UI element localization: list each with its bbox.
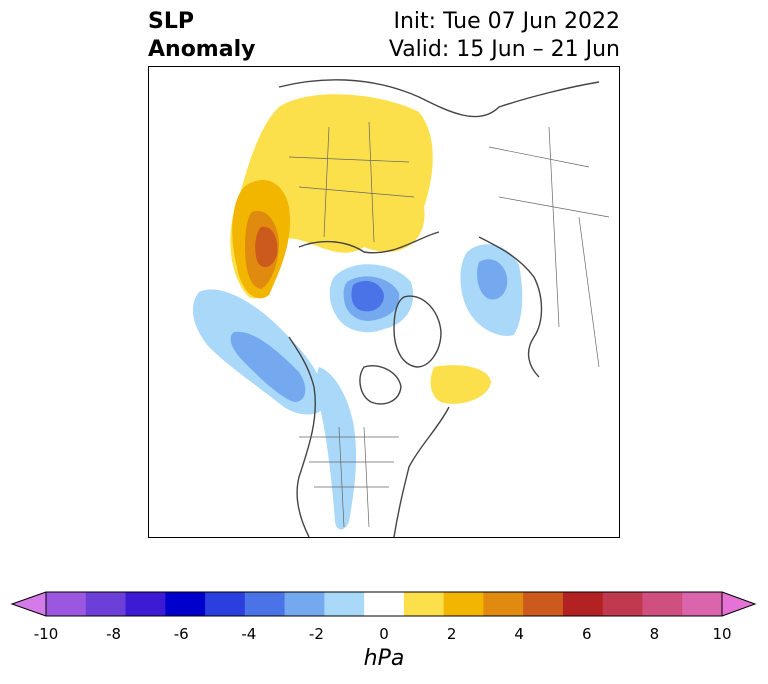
init-date-label: Init: Tue 07 Jun 2022 [393,9,621,34]
arctic-coast [298,231,440,254]
colorbar-tick-label: 0 [379,625,389,643]
hudson-bay [359,365,402,405]
colorbar-tick-label: -4 [241,625,257,643]
colorbar-segment [403,592,445,616]
colorbar-tick-label: 2 [446,625,457,643]
north-america-east-coast [393,406,450,537]
colorbar-tick-label: -6 [173,625,189,643]
map-svg [192,79,610,537]
north-america-west-coast [288,336,317,537]
colorbar-tick-label: -2 [308,625,324,643]
colorbar-tick-label: -10 [33,625,59,643]
coastlines-and-borders [278,79,600,537]
map-panel [148,66,620,538]
chart-title-left: SLP Anomaly [148,8,255,64]
valid-range-label: Valid: 15 Jun – 21 Jun [388,37,620,62]
colorbar-segment [562,592,604,616]
colorbar-segment [523,592,564,616]
anomaly-fields [192,94,523,530]
colorbar [10,591,757,617]
border-lines [288,121,610,528]
colorbar-segment [284,592,325,616]
colorbar-segment [46,592,87,616]
colorbar-tick-label: 10 [712,625,732,643]
colorbar-outline [45,591,723,617]
colorbar-segment [642,592,683,616]
colorbar-segment [443,592,484,616]
colorbar-segment [244,592,286,616]
chart-title-right: Init: Tue 07 Jun 2022 Valid: 15 Jun – 21… [389,8,620,64]
negative-anomaly-arctic-core [351,280,384,312]
colorbar-segment [125,592,166,616]
colorbar-unit-label: hPa [363,646,405,671]
europe-coast [478,236,543,378]
colorbar-segment [324,592,365,616]
colorbar-tick-label: -8 [106,625,122,643]
colorbar-segment [602,592,643,616]
colorbar-tick-label: 8 [649,625,660,643]
colorbar-extend-low [12,592,46,616]
negative-anomaly-pacific-core [230,331,306,402]
title-line-2: Anomaly [148,37,256,62]
greenland-outline [393,295,442,368]
positive-anomaly-asia-core [255,226,278,268]
title-line-1: SLP [148,9,194,34]
colorbar-segment [85,592,127,616]
asia-coastline [278,79,600,118]
colorbar-segments [46,592,723,616]
colorbar-segment [483,592,524,616]
positive-anomaly-labrador [430,365,491,404]
colorbar-segment [205,592,246,616]
colorbar-segment [682,592,723,616]
colorbar-extend-high [722,592,755,616]
colorbar-tick-label: 4 [514,625,524,643]
negative-anomaly-us-tongue [316,367,357,530]
colorbar-extend-outline-right [721,591,757,617]
colorbar-segment [165,592,206,616]
colorbar-segment [364,592,405,616]
political-borders [288,121,610,528]
negative-anomaly-scandinavia-core [477,259,508,300]
positive-anomaly-asia-outer [230,94,433,299]
colorbar-extend-outline [10,591,47,617]
colorbar-tick-label: 6 [582,625,592,643]
